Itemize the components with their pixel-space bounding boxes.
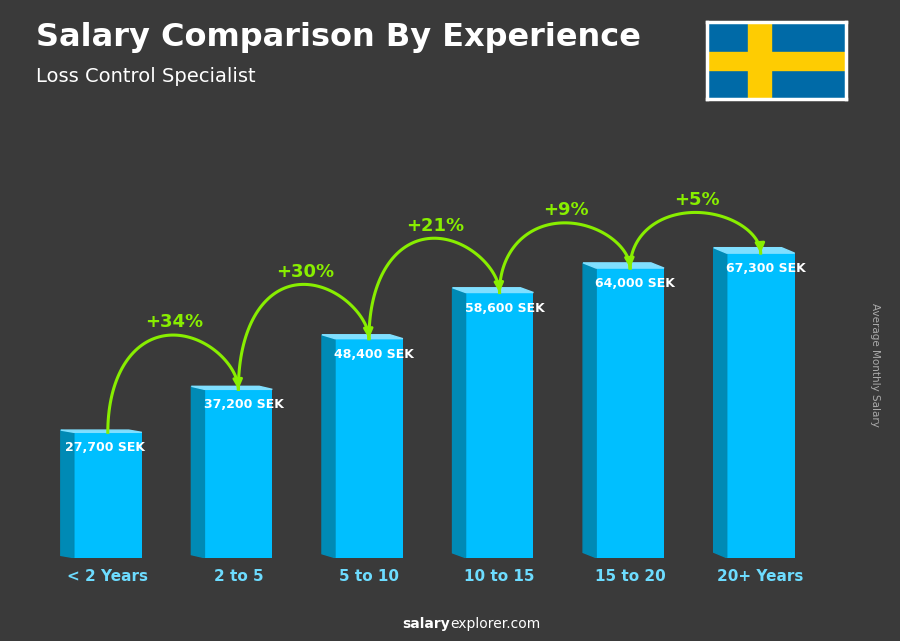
Bar bbox=[596, 268, 664, 558]
Polygon shape bbox=[583, 263, 664, 268]
Polygon shape bbox=[192, 387, 204, 558]
Polygon shape bbox=[583, 263, 596, 558]
Text: +34%: +34% bbox=[145, 313, 203, 331]
Polygon shape bbox=[714, 247, 795, 253]
Polygon shape bbox=[714, 247, 726, 558]
Text: 27,700 SEK: 27,700 SEK bbox=[65, 442, 145, 454]
Bar bbox=[749, 22, 770, 99]
Polygon shape bbox=[61, 430, 142, 432]
Text: 67,300 SEK: 67,300 SEK bbox=[726, 262, 806, 275]
Bar bbox=[465, 292, 534, 558]
Text: 58,600 SEK: 58,600 SEK bbox=[465, 301, 544, 315]
Text: 48,400 SEK: 48,400 SEK bbox=[334, 347, 414, 361]
Polygon shape bbox=[61, 430, 74, 558]
Text: Average Monthly Salary: Average Monthly Salary bbox=[869, 303, 880, 428]
Text: Salary Comparison By Experience: Salary Comparison By Experience bbox=[36, 22, 641, 53]
Text: 37,200 SEK: 37,200 SEK bbox=[203, 399, 284, 412]
Bar bbox=[74, 432, 142, 558]
Text: +30%: +30% bbox=[276, 263, 334, 281]
Bar bbox=[204, 389, 273, 558]
Polygon shape bbox=[453, 288, 534, 292]
Bar bbox=[335, 338, 403, 558]
Text: +5%: +5% bbox=[674, 191, 719, 209]
Polygon shape bbox=[453, 288, 465, 558]
Bar bbox=[706, 52, 846, 70]
Text: explorer.com: explorer.com bbox=[450, 617, 540, 631]
Polygon shape bbox=[192, 387, 273, 389]
Text: 64,000 SEK: 64,000 SEK bbox=[596, 277, 675, 290]
Text: Loss Control Specialist: Loss Control Specialist bbox=[36, 67, 256, 87]
Text: salary: salary bbox=[402, 617, 450, 631]
Polygon shape bbox=[322, 335, 335, 558]
Text: +9%: +9% bbox=[544, 201, 589, 219]
Bar bbox=[726, 253, 795, 558]
Polygon shape bbox=[322, 335, 403, 338]
Text: +21%: +21% bbox=[407, 217, 464, 235]
